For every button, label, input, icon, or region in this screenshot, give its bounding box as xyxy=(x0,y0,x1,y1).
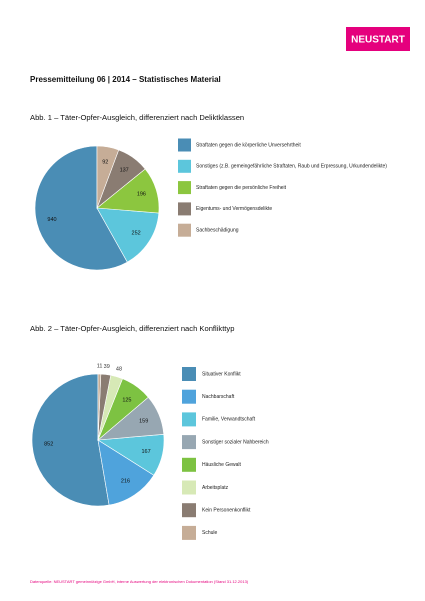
pie-slice xyxy=(31,373,110,507)
legend-swatch xyxy=(178,138,191,152)
legend-swatch xyxy=(182,457,196,472)
legend-swatch xyxy=(182,503,196,518)
data-label: 48 xyxy=(116,367,122,373)
legend-label: Eigentums- und Vermögensdelikte xyxy=(196,206,272,212)
logo: NEUSTART xyxy=(351,35,405,46)
pie-slice xyxy=(96,145,120,209)
data-label: 92 xyxy=(102,160,108,166)
legend-label: Straftaten gegen die persönliche Freihei… xyxy=(196,185,287,191)
data-label: 11 xyxy=(97,364,103,370)
legend-swatch xyxy=(182,389,196,404)
legend-label: Straftaten gegen die körperliche Unverse… xyxy=(196,142,301,148)
legend-label: Familie, Verwandtschaft xyxy=(202,417,256,423)
pie-slice xyxy=(96,207,160,263)
data-label: 137 xyxy=(120,168,129,174)
data-label: 852 xyxy=(44,442,53,448)
legend-label: Arbeitsplatz xyxy=(202,485,229,491)
legend-swatch xyxy=(182,525,196,540)
legend-swatch xyxy=(178,181,191,195)
legend-swatch xyxy=(182,480,196,495)
legend-label: Sonstiges (z.B. gemeingefährliche Straft… xyxy=(196,164,387,170)
data-label: 196 xyxy=(137,192,146,198)
logo-box xyxy=(346,27,410,51)
data-label: 940 xyxy=(47,217,56,223)
legend-label: Sachbeschädigung xyxy=(196,228,239,234)
data-label: 216 xyxy=(121,479,130,485)
chart-title: Abb. 2 – Täter-Opfer-Ausgleich, differen… xyxy=(30,324,234,333)
data-label: 167 xyxy=(142,449,151,455)
footer: Datenquelle: NEUSTART gemeinnützige GmbH… xyxy=(30,579,249,584)
pie-slice xyxy=(97,439,155,506)
data-label: 39 xyxy=(104,364,110,370)
legend-swatch xyxy=(182,435,196,450)
pie-slice xyxy=(97,373,102,441)
legend-label: Häusliche Gewalt xyxy=(202,462,242,468)
legend-swatch xyxy=(178,159,191,173)
legend-swatch xyxy=(182,367,196,381)
legend-swatch xyxy=(178,223,191,237)
legend-label: Sonstiger sozialer Nahbereich xyxy=(202,439,269,445)
chart-title: Abb. 1 – Täter-Opfer-Ausgleich, differen… xyxy=(30,113,244,122)
legend-label: Kein Personenkonflikt xyxy=(202,508,251,514)
pie-slice xyxy=(34,145,128,271)
header: Pressemitteilung 06 | 2014 – Statistisch… xyxy=(30,75,221,84)
legend-label: Schule xyxy=(202,530,218,536)
data-label: 159 xyxy=(139,418,148,424)
legend-label: Situativer Konflikt xyxy=(202,371,241,377)
data-label: 252 xyxy=(132,231,141,237)
legend-swatch xyxy=(182,412,196,427)
legend-label: Nachbarschaft xyxy=(202,394,235,400)
legend-swatch xyxy=(178,202,191,216)
data-label: 125 xyxy=(122,397,131,403)
